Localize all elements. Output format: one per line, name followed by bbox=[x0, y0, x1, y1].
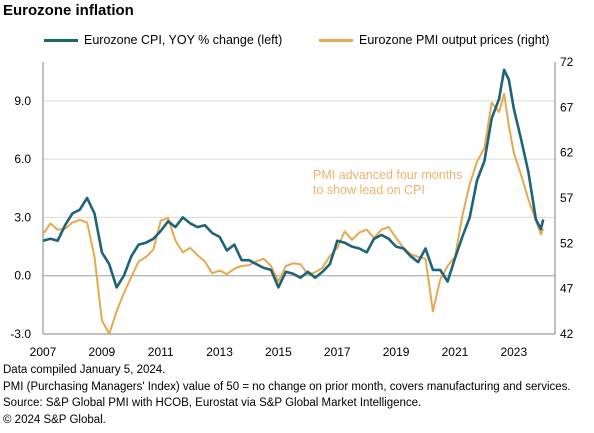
x-tick-label: 2013 bbox=[206, 345, 233, 359]
annotation-line: PMI advanced four months bbox=[313, 168, 462, 182]
y-right-tick-label: 62 bbox=[560, 146, 574, 160]
x-tick-label: 2015 bbox=[265, 345, 292, 359]
x-tick-label: 2019 bbox=[383, 345, 410, 359]
footer-line-copyright: © 2024 S&P Global. bbox=[3, 413, 106, 426]
legend-swatch-cpi bbox=[44, 38, 78, 42]
y-left-tick-label: 0.0 bbox=[14, 269, 31, 283]
y-right-tick-label: 47 bbox=[560, 282, 574, 296]
y-left-tick-label: -3.0 bbox=[10, 327, 31, 341]
y-right-tick-label: 57 bbox=[560, 191, 574, 205]
y-left-tick-label: 6.0 bbox=[14, 152, 31, 166]
series-line-pmi bbox=[43, 92, 545, 334]
x-tick-label: 2007 bbox=[30, 345, 57, 359]
x-tick-label: 2021 bbox=[442, 345, 469, 359]
line-chart: -3.0 0.0 3.0 6.0 9.0 42 47 52 57 62 67 72 2007 2009 20… bbox=[10, 55, 574, 359]
series-line-cpi bbox=[43, 68, 545, 289]
footer-notes: Data compiled January 5, 2024. PMI (Purc… bbox=[3, 362, 571, 428]
y-right-tick-label: 72 bbox=[560, 55, 574, 69]
y-right-tick-label: 42 bbox=[560, 327, 574, 341]
y-left-tick-label: 3.0 bbox=[14, 210, 31, 224]
x-tick-label: 2009 bbox=[88, 345, 115, 359]
legend-item-cpi: Eurozone CPI, YOY % change (left) bbox=[44, 33, 282, 47]
legend: Eurozone CPI, YOY % change (left) Eurozo… bbox=[0, 33, 594, 51]
y-right-tick-label: 67 bbox=[560, 100, 574, 114]
y-right-tick-label: 52 bbox=[560, 236, 574, 250]
x-tick-label: 2023 bbox=[500, 345, 527, 359]
footer-line-pmi-note: PMI (Purchasing Managers' Index) value o… bbox=[3, 380, 571, 393]
footer-line-compiled: Data compiled January 5, 2024. bbox=[3, 364, 166, 376]
y-left-tick-label: 9.0 bbox=[14, 94, 31, 108]
x-tick-label: 2011 bbox=[148, 345, 174, 359]
legend-label-cpi: Eurozone CPI, YOY % change (left) bbox=[84, 33, 283, 47]
footer-line-source: Source: S&P Global PMI with HCOB, Eurost… bbox=[3, 397, 422, 409]
legend-label-pmi: Eurozone PMI output prices (right) bbox=[359, 33, 550, 47]
legend-item-pmi: Eurozone PMI output prices (right) bbox=[319, 33, 549, 47]
legend-swatch-pmi bbox=[319, 38, 353, 42]
x-tick-label: 2017 bbox=[324, 345, 351, 359]
annotation-line: to show lead on CPI bbox=[313, 183, 425, 197]
chart-title: Eurozone inflation bbox=[3, 2, 134, 19]
series-group bbox=[43, 68, 545, 334]
